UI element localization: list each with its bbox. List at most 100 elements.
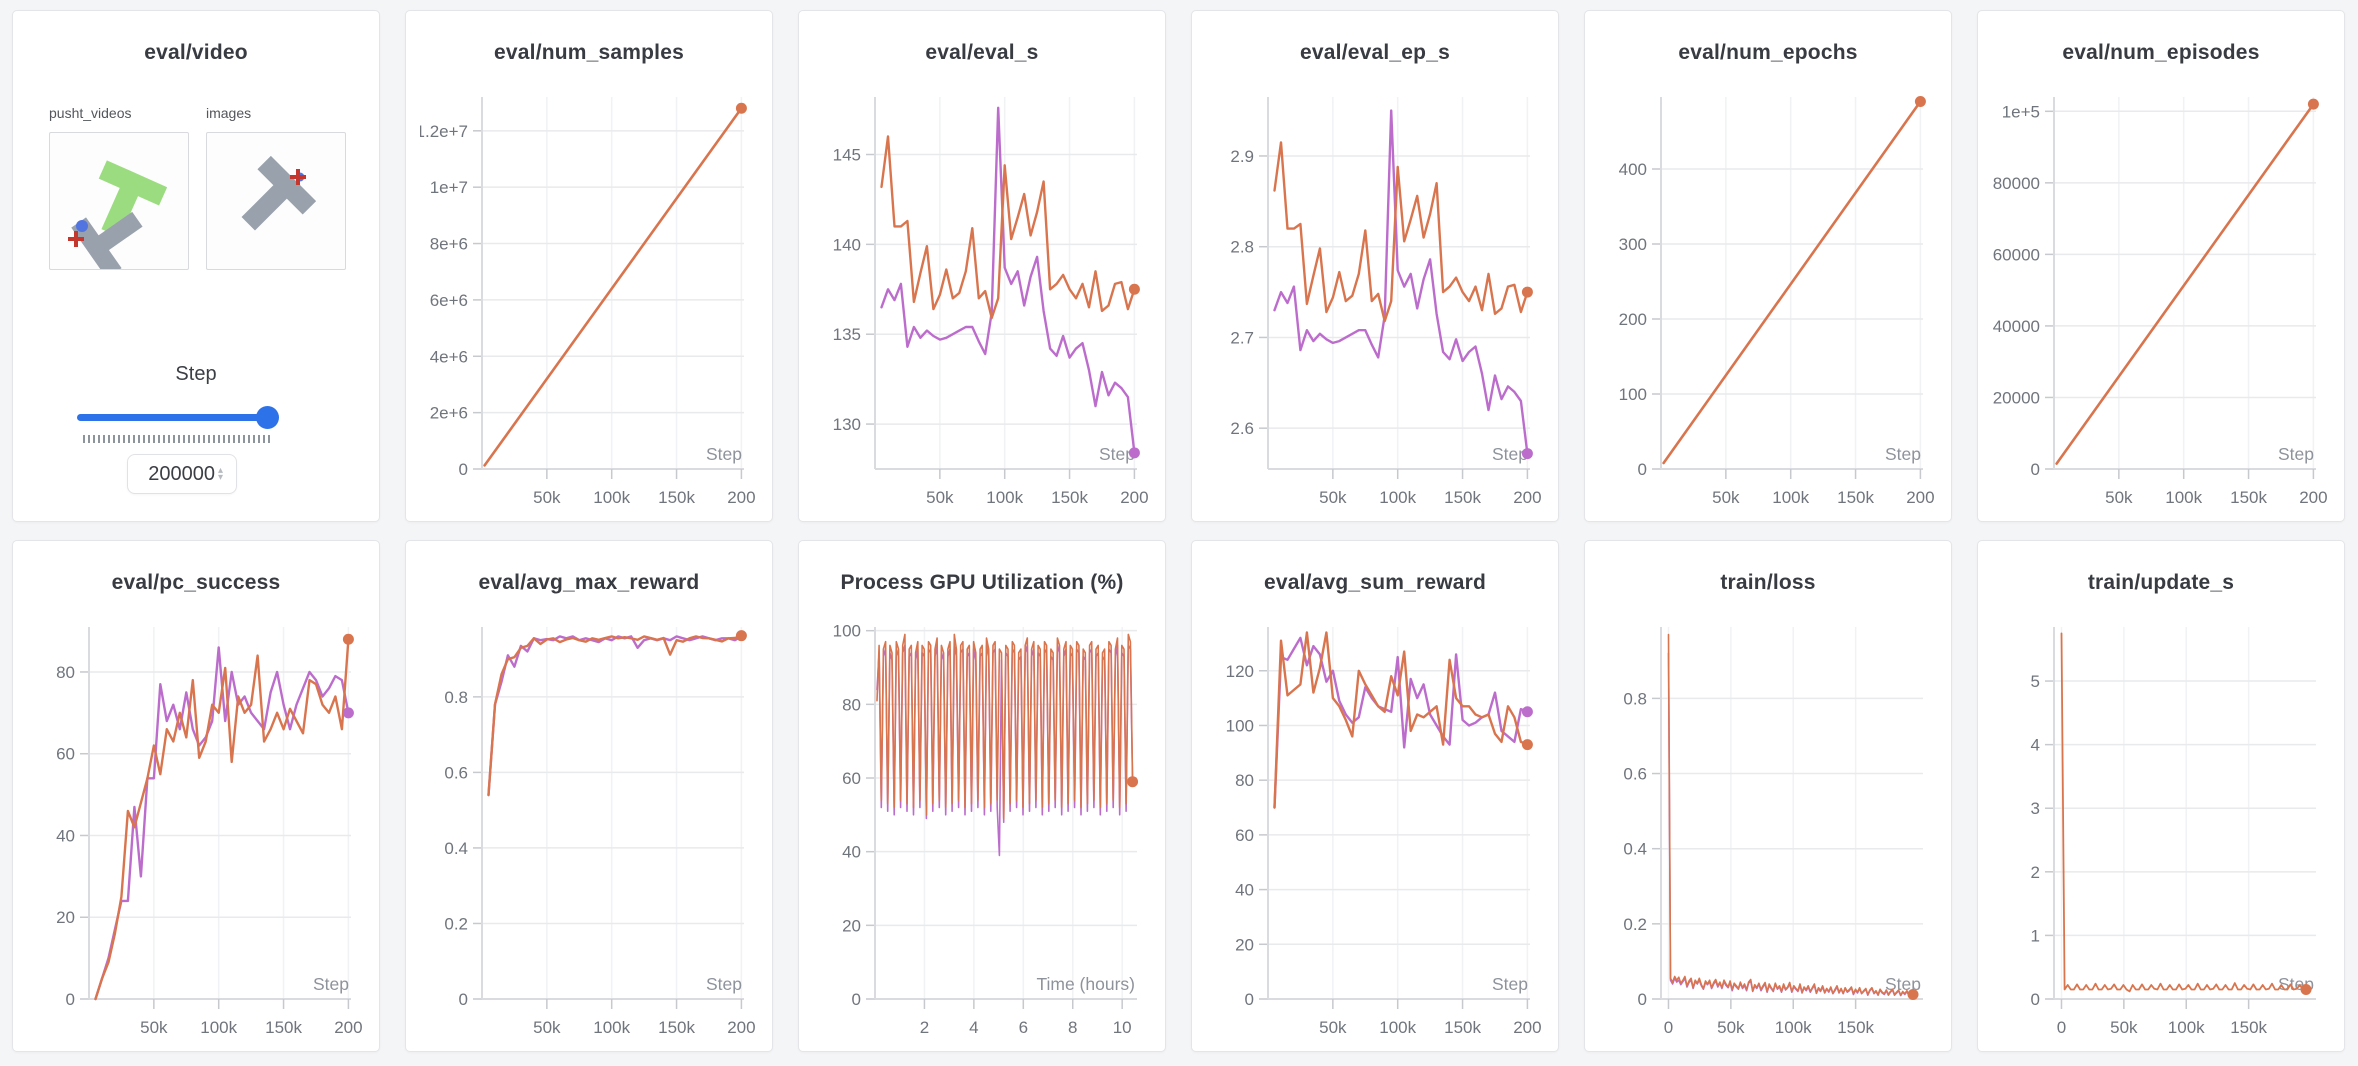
y-tick-label: 0 xyxy=(1638,990,1647,1009)
series-end-dot-purple xyxy=(342,707,354,719)
x-tick-label: 6 xyxy=(1019,1018,1028,1037)
chart-canvas[interactable]: 0 0.2 0.4 0.6 0.8 50k 100k 150k 200 Step xyxy=(420,613,760,1049)
x-axis-title: Time (hours) xyxy=(1036,974,1135,994)
y-tick-label: 0.8 xyxy=(444,688,468,707)
y-tick-label: 4 xyxy=(2031,736,2040,755)
y-tick-label: 1 xyxy=(2031,926,2040,945)
panel-gpu-utilization: Process GPU Utilization (%) 0 20 40 60 80 100 2… xyxy=(798,540,1166,1052)
chart-area-pc-success[interactable]: 0 20 40 60 80 50k 100k 150k 200 Step xyxy=(27,613,367,1049)
x-axis-title: Step xyxy=(706,974,742,994)
x-tick-label: 200 xyxy=(1513,1018,1541,1037)
y-tick-label: 2.6 xyxy=(1230,419,1254,438)
y-tick-label: 20 xyxy=(842,916,861,935)
y-tick-label: 40 xyxy=(1235,881,1254,900)
step-slider-track[interactable] xyxy=(77,414,277,421)
y-tick-label: 0.2 xyxy=(444,914,468,933)
x-tick-label: 50k xyxy=(2105,488,2133,507)
y-tick-label: 0 xyxy=(459,990,468,1009)
x-tick-label: 4 xyxy=(969,1018,978,1037)
y-tick-label: 2 xyxy=(2031,863,2040,882)
series-line-purple xyxy=(1273,636,1529,809)
y-tick-label: 60000 xyxy=(1993,245,2040,264)
chart-area-eval-ep-s[interactable]: 2.6 2.7 2.8 2.9 50k 100k 150k 200 Step xyxy=(1206,83,1546,519)
y-tick-label: 0.4 xyxy=(444,839,468,858)
x-axis-title: Step xyxy=(1885,444,1921,464)
chart-canvas[interactable]: 0 2e+6 4e+6 6e+6 8e+6 1e+7 1.2e+7 50k 100k 150k 20… xyxy=(416,83,760,519)
series-line-purple xyxy=(880,106,1136,454)
chart-area-gpu-utilization[interactable]: 0 20 40 60 80 100 2 4 6 8 10 Time (hours) xyxy=(813,613,1153,1049)
x-tick-label: 50k xyxy=(140,1018,168,1037)
x-axis-title: Step xyxy=(1492,444,1528,464)
panel-eval-s: eval/eval_s 130 135 140 145 50k 100k 150k 200 Ste… xyxy=(798,10,1166,522)
chart-canvas[interactable]: 0 20 40 60 80 50k 100k 150k 200 Step xyxy=(27,613,367,1049)
x-tick-label: 50k xyxy=(1712,488,1740,507)
media-thumbnail-images[interactable] xyxy=(206,132,346,270)
series-line-purple xyxy=(1273,109,1529,455)
y-tick-label: 2.8 xyxy=(1230,238,1254,257)
series-end-dot-orange xyxy=(1907,988,1919,1000)
y-tick-label: 2.9 xyxy=(1230,147,1254,166)
panel-avg-sum-reward: eval/avg_sum_reward 0 20 40 60 80 100 120 50k 100… xyxy=(1191,540,1559,1052)
y-tick-label: 80 xyxy=(1235,771,1254,790)
y-tick-label: 40 xyxy=(56,826,75,845)
panel-avg-max-reward: eval/avg_max_reward 0 0.2 0.4 0.6 0.8 50k 100k 1… xyxy=(405,540,773,1052)
y-tick-label: 3 xyxy=(2031,799,2040,818)
y-tick-label: 145 xyxy=(833,146,861,165)
x-tick-label: 50k xyxy=(1319,1018,1347,1037)
series-end-dot-orange xyxy=(1127,776,1139,788)
y-tick-label: 20000 xyxy=(1993,388,2040,407)
series-end-dot-purple xyxy=(1521,706,1533,718)
x-axis-title: Step xyxy=(706,444,742,464)
series-end-dot-orange xyxy=(735,630,747,642)
chart-title: eval/eval_s xyxy=(925,41,1039,64)
x-tick-label: 100k xyxy=(1772,488,1809,507)
x-tick-label: 200 xyxy=(334,1018,362,1037)
x-tick-label: 150k xyxy=(1444,488,1481,507)
step-increment-icon[interactable]: ▴ xyxy=(217,465,224,476)
pusht-gray-t-shape xyxy=(241,155,317,231)
x-tick-label: 200 xyxy=(727,488,755,507)
x-axis-title: Step xyxy=(1885,974,1921,994)
series-end-dot-orange xyxy=(2300,983,2312,995)
step-slider-thumb[interactable] xyxy=(256,406,279,429)
chart-title: eval/num_epochs xyxy=(1678,41,1858,64)
series-line-orange xyxy=(880,135,1136,320)
y-tick-label: 0 xyxy=(2031,460,2040,479)
y-tick-label: 60 xyxy=(842,769,861,788)
chart-canvas[interactable]: 130 135 140 145 50k 100k 150k 200 Step xyxy=(813,83,1153,519)
chart-area-eval-s[interactable]: 130 135 140 145 50k 100k 150k 200 Step xyxy=(813,83,1153,519)
step-slider-ruler xyxy=(83,435,273,443)
chart-area-num-episodes[interactable]: 0 20000 40000 60000 80000 1e+5 50k 100k 150k 200 S… xyxy=(1992,83,2332,519)
y-tick-label: 0.6 xyxy=(1623,765,1647,784)
chart-canvas[interactable]: 0 20 40 60 80 100 2 4 6 8 10 Time (hours) xyxy=(813,613,1153,1049)
y-tick-label: 40000 xyxy=(1993,317,2040,336)
chart-area-train-update-s[interactable]: 0 1 2 3 4 5 0 50k 100k 150k Step xyxy=(1992,613,2332,1049)
y-tick-label: 60 xyxy=(56,745,75,764)
media-thumbnail-pusht-videos[interactable] xyxy=(49,132,189,279)
chart-area-train-loss[interactable]: 0 0.2 0.4 0.6 0.8 0 50k 100k 150k Step xyxy=(1599,613,1939,1049)
chart-area-avg-max-reward[interactable]: 0 0.2 0.4 0.6 0.8 50k 100k 150k 200 Step xyxy=(420,613,760,1049)
panel-pc-success: eval/pc_success 0 20 40 60 80 50k 100k 150k 200 St… xyxy=(12,540,380,1052)
y-tick-label: 0 xyxy=(459,460,468,479)
step-decrement-icon[interactable]: ▾ xyxy=(217,472,224,483)
step-input[interactable] xyxy=(140,462,215,486)
panel-train-update-s: train/update_s 0 1 2 3 4 5 0 50k 100k 150k Step xyxy=(1977,540,2345,1052)
chart-area-num-epochs[interactable]: 0 100 200 300 400 50k 100k 150k 200 Step xyxy=(1599,83,1939,519)
x-tick-label: 50k xyxy=(533,1018,561,1037)
chart-title: eval/avg_max_reward xyxy=(478,571,700,594)
y-tick-label: 1e+7 xyxy=(430,178,468,197)
x-axis-title: Step xyxy=(1492,974,1528,994)
chart-canvas[interactable]: 0 100 200 300 400 50k 100k 150k 200 Step xyxy=(1599,83,1939,519)
chart-title: eval/pc_success xyxy=(111,571,281,594)
chart-canvas[interactable]: 2.6 2.7 2.8 2.9 50k 100k 150k 200 Step xyxy=(1206,83,1546,519)
step-slider[interactable] xyxy=(77,406,279,429)
chart-canvas[interactable]: 0 20000 40000 60000 80000 1e+5 50k 100k 150k 200 S… xyxy=(1992,83,2332,519)
series-end-dot-orange xyxy=(735,102,747,114)
chart-canvas[interactable]: 0 0.2 0.4 0.6 0.8 0 50k 100k 150k Step xyxy=(1599,613,1939,1049)
x-tick-label: 50k xyxy=(533,488,561,507)
x-tick-label: 100k xyxy=(2168,1018,2205,1037)
chart-area-num-samples[interactable]: 0 2e+6 4e+6 6e+6 8e+6 1e+7 1.2e+7 50k 100k 150k 20… xyxy=(416,83,760,519)
chart-area-avg-sum-reward[interactable]: 0 20 40 60 80 100 120 50k 100k 150k 200 Step xyxy=(1206,613,1546,1049)
chart-canvas[interactable]: 0 20 40 60 80 100 120 50k 100k 150k 200 Step xyxy=(1206,613,1546,1049)
